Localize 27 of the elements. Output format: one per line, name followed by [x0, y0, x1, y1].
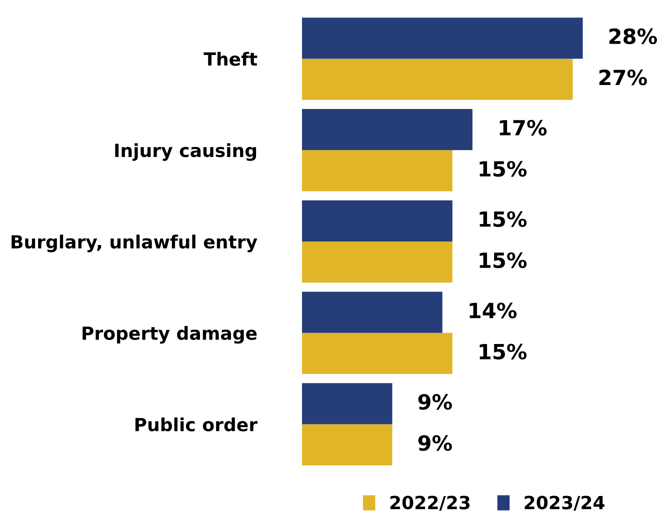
bar — [302, 383, 392, 424]
bar — [302, 58, 573, 100]
bar — [302, 200, 452, 242]
data-label: 17% — [500, 120, 547, 136]
legend-label: 2022/23 — [390, 496, 470, 511]
y-tick-label: Burglary, unlawful entry — [12, 234, 258, 252]
y-tick-label: Injury causing — [115, 143, 256, 161]
bar — [302, 332, 452, 374]
data-label: 14% — [470, 302, 517, 318]
data-label: 15% — [480, 160, 527, 177]
data-label: 27% — [599, 70, 647, 86]
data-label: 9% — [418, 435, 452, 451]
y-tick-label: Property damage — [82, 326, 257, 344]
bar — [302, 424, 392, 466]
bar — [302, 150, 452, 192]
y-tick-label: Theft — [204, 52, 258, 66]
data-label: 9% — [418, 394, 452, 410]
bar — [302, 108, 472, 150]
bar — [302, 18, 583, 59]
legend-label: 2023/24 — [524, 496, 604, 511]
data-label: 15% — [480, 211, 527, 227]
data-label: 28% — [609, 28, 657, 44]
bar — [302, 292, 442, 333]
data-label: 15% — [480, 252, 527, 268]
data-label: 15% — [480, 344, 527, 360]
bar — [302, 242, 452, 283]
y-tick-label: Public order — [135, 417, 258, 432]
